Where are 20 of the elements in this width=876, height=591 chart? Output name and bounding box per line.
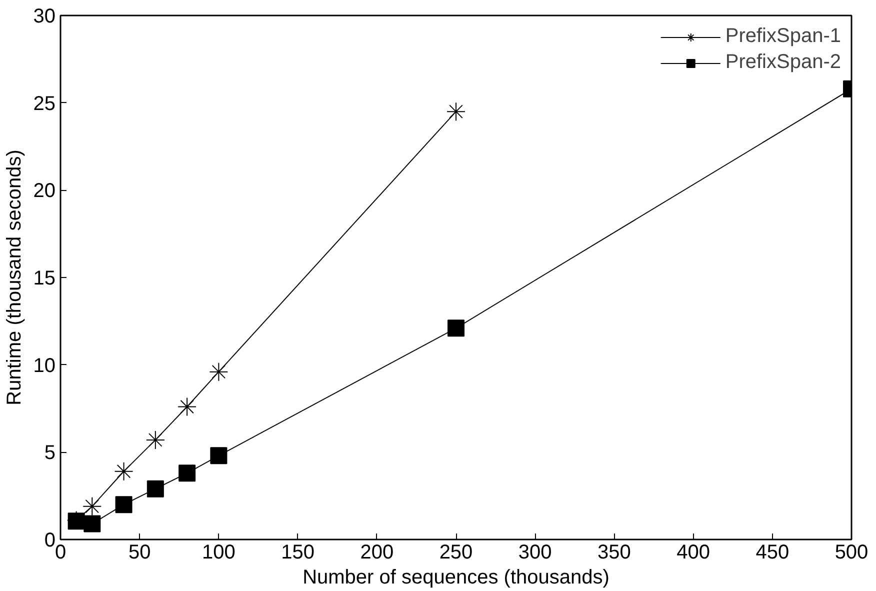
legend-label: PrefixSpan-1 — [725, 25, 841, 48]
x-tick-label: 100 — [202, 542, 236, 564]
x-tick-label: 350 — [598, 542, 631, 564]
legend-label: PrefixSpan-2 — [725, 51, 841, 74]
y-axis-title: Runtime (thousand seconds) — [3, 150, 26, 406]
x-tick-label: 400 — [676, 542, 710, 564]
x-tick-label: 500 — [834, 542, 868, 564]
x-tick-label: 200 — [360, 542, 394, 564]
y-tick-label: 25 — [33, 92, 56, 115]
x-tick-label: 150 — [281, 542, 314, 564]
y-tick-label: 30 — [33, 6, 56, 28]
y-tick-label: 5 — [44, 442, 56, 464]
x-tick-label: 50 — [128, 542, 151, 564]
x-axis-title: Number of sequences (thousands) — [302, 566, 610, 588]
x-tick-label: 300 — [518, 542, 552, 564]
x-tick-label: 250 — [439, 542, 473, 564]
y-tick-label: 20 — [33, 180, 56, 202]
y-tick-label: 10 — [33, 354, 56, 377]
y-tick-label: 15 — [33, 268, 56, 290]
x-tick-label: 450 — [756, 542, 790, 564]
